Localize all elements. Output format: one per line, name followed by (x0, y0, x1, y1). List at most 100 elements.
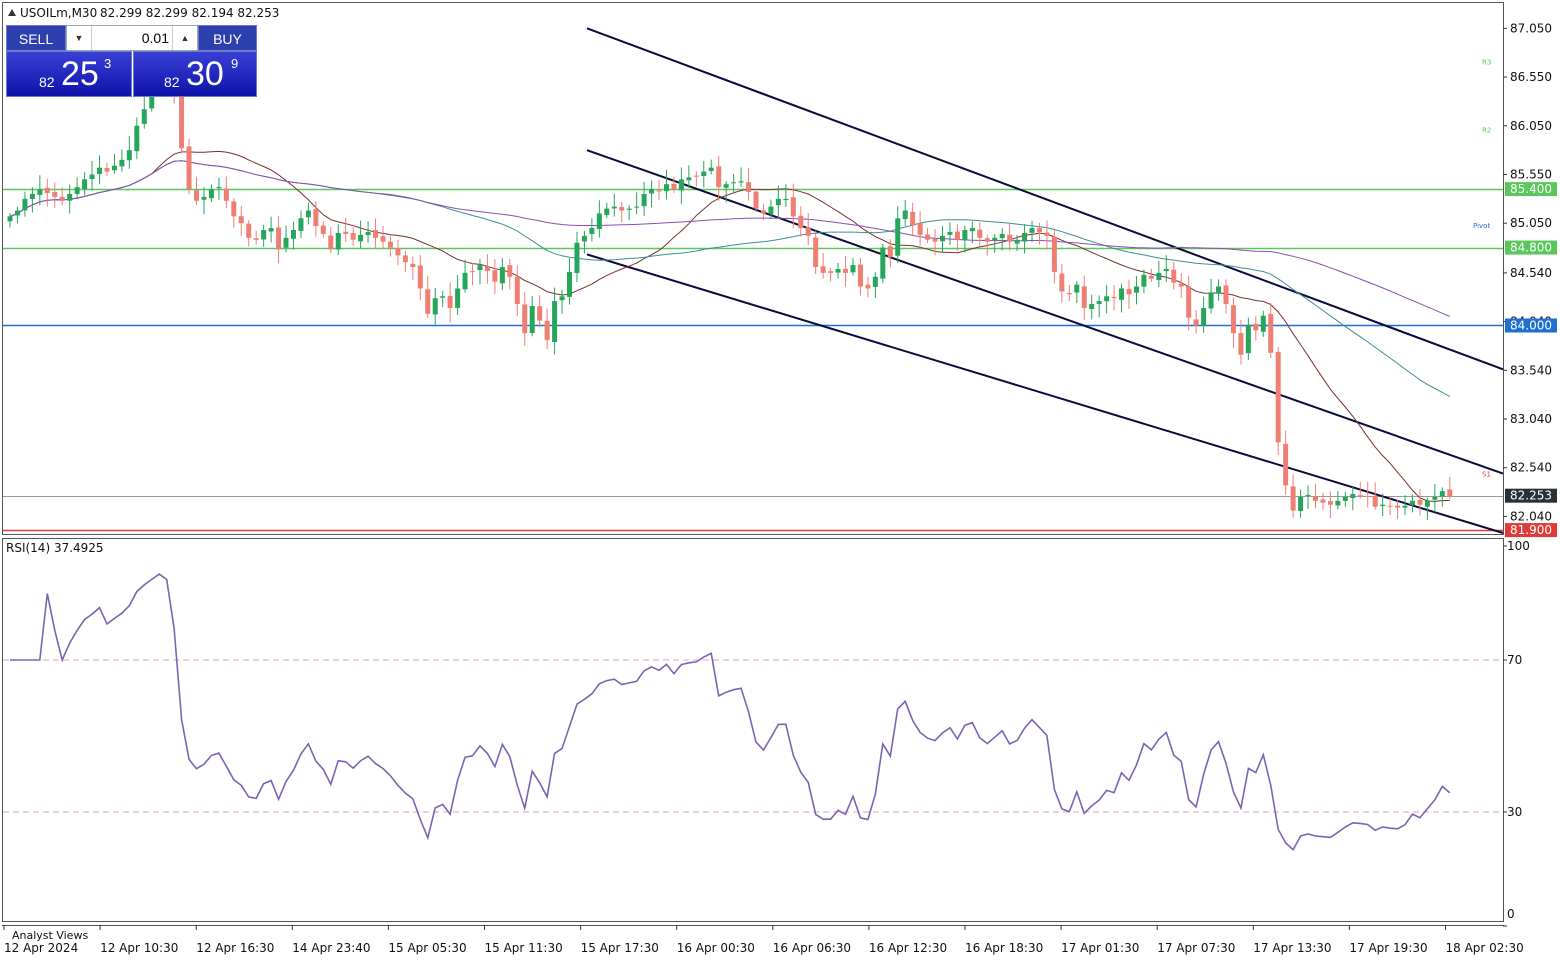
chart-menu-triangle-icon[interactable] (8, 9, 16, 16)
candle-body-62 (470, 271, 476, 273)
candle-72 (544, 308, 550, 350)
price-tick-label-1: 86.550 (1510, 70, 1552, 84)
candle-body-8 (67, 193, 73, 201)
candle-body-138 (1036, 227, 1042, 232)
time-tick-label-0: 12 Apr 2024 (4, 941, 78, 955)
candle-body-58 (440, 296, 446, 298)
candle-body-162 (1216, 286, 1222, 294)
candle-43 (328, 226, 334, 254)
chevron-up-icon[interactable]: ▲ (172, 26, 197, 50)
lot-size-input[interactable]: 0.01 (141, 30, 169, 46)
candle-189 (1417, 488, 1423, 516)
candle-body-16 (126, 150, 132, 161)
candle-146 (1096, 295, 1102, 318)
candle-body-38 (290, 230, 296, 239)
candle-body-100 (753, 191, 759, 209)
candle-body-192 (1439, 491, 1445, 497)
candle-183 (1372, 482, 1378, 510)
candle-173 (1298, 489, 1304, 518)
candle-23 (179, 87, 185, 154)
candle-body-47 (358, 234, 364, 242)
symbol-timeframe: USOILm,M30 (20, 6, 97, 20)
candle-70 (529, 295, 535, 337)
candle-body-166 (1245, 325, 1251, 354)
buy-button[interactable]: BUY (198, 25, 257, 51)
time-tick-label-7: 16 Apr 00:30 (677, 941, 755, 955)
time-tick-label-9: 16 Apr 12:30 (869, 941, 947, 955)
candle-29 (223, 176, 229, 209)
candle-46 (350, 227, 356, 247)
candle-body-6 (52, 192, 58, 197)
candle-106 (798, 206, 804, 237)
candle-79 (596, 200, 602, 238)
candle-133 (999, 227, 1005, 251)
candle-82 (619, 202, 625, 223)
candle-body-30 (231, 201, 237, 217)
candle-body-14 (111, 165, 117, 171)
candle-body-5 (44, 187, 50, 193)
candle-52 (395, 240, 401, 266)
candle-body-158 (1186, 286, 1192, 318)
candle-body-139 (1044, 232, 1050, 236)
candle-body-12 (97, 167, 103, 175)
candle-6 (52, 182, 58, 208)
candle-129 (969, 221, 975, 244)
chevron-down-icon[interactable]: ▼ (67, 26, 92, 50)
candle-163 (1223, 279, 1229, 314)
candle-body-61 (462, 272, 468, 290)
candle-90 (678, 167, 684, 204)
candle-body-130 (977, 229, 983, 238)
candle-47 (358, 220, 364, 249)
candle-131 (984, 234, 990, 256)
sell-button[interactable]: SELL (6, 25, 66, 51)
candle-42 (320, 221, 326, 238)
candle-body-104 (783, 198, 789, 201)
candle-58 (440, 290, 446, 307)
candle-body-53 (402, 255, 408, 263)
level-tag-label-1: 84.800 (1510, 241, 1552, 255)
candle-body-19 (149, 91, 155, 109)
candle-168 (1260, 310, 1266, 337)
candle-body-121 (910, 211, 916, 226)
candle-185 (1387, 498, 1393, 515)
analyst-views-label[interactable]: Analyst Views (12, 929, 88, 942)
candle-141 (1059, 264, 1065, 303)
candle-body-149 (1119, 288, 1125, 300)
candle-body-183 (1372, 496, 1378, 507)
sell-price-button[interactable]: 82 25 3 (6, 51, 132, 97)
candle-body-91 (686, 177, 692, 181)
trend-channel (586, 27, 1504, 534)
candle-155 (1163, 255, 1169, 283)
candle-body-185 (1387, 505, 1393, 507)
candle-71 (537, 295, 543, 328)
candle-91 (686, 165, 692, 188)
candle-140 (1051, 230, 1057, 284)
candle-62 (470, 262, 476, 286)
candle-body-96 (723, 184, 729, 188)
candle-193 (1447, 476, 1453, 500)
price-tick-label-8: 83.040 (1510, 412, 1552, 426)
rsi-axis: 100 70 30 0 (1503, 539, 1530, 927)
candle-50 (380, 225, 386, 249)
candle-54 (410, 256, 416, 281)
lot-size-field[interactable]: ▼ 0.01 ▲ (66, 25, 198, 51)
candle-164 (1230, 297, 1236, 348)
candle-body-77 (581, 235, 587, 242)
candle-65 (492, 259, 498, 294)
candle-body-187 (1402, 505, 1408, 508)
candle-body-135 (1014, 239, 1020, 244)
candle-160 (1201, 296, 1207, 333)
candle-body-164 (1230, 305, 1236, 334)
buy-price-button[interactable]: 82 30 9 (133, 51, 257, 97)
candle-7 (59, 187, 65, 206)
candle-body-43 (328, 235, 334, 250)
candle-body-165 (1238, 333, 1244, 355)
candle-127 (954, 224, 960, 251)
candle-76 (574, 231, 580, 283)
candle-body-144 (1081, 286, 1087, 308)
time-tick-label-15: 18 Apr 02:30 (1446, 941, 1524, 955)
candle-body-11 (89, 174, 95, 179)
candle-body-109 (820, 266, 826, 273)
candle-body-154 (1156, 272, 1162, 280)
